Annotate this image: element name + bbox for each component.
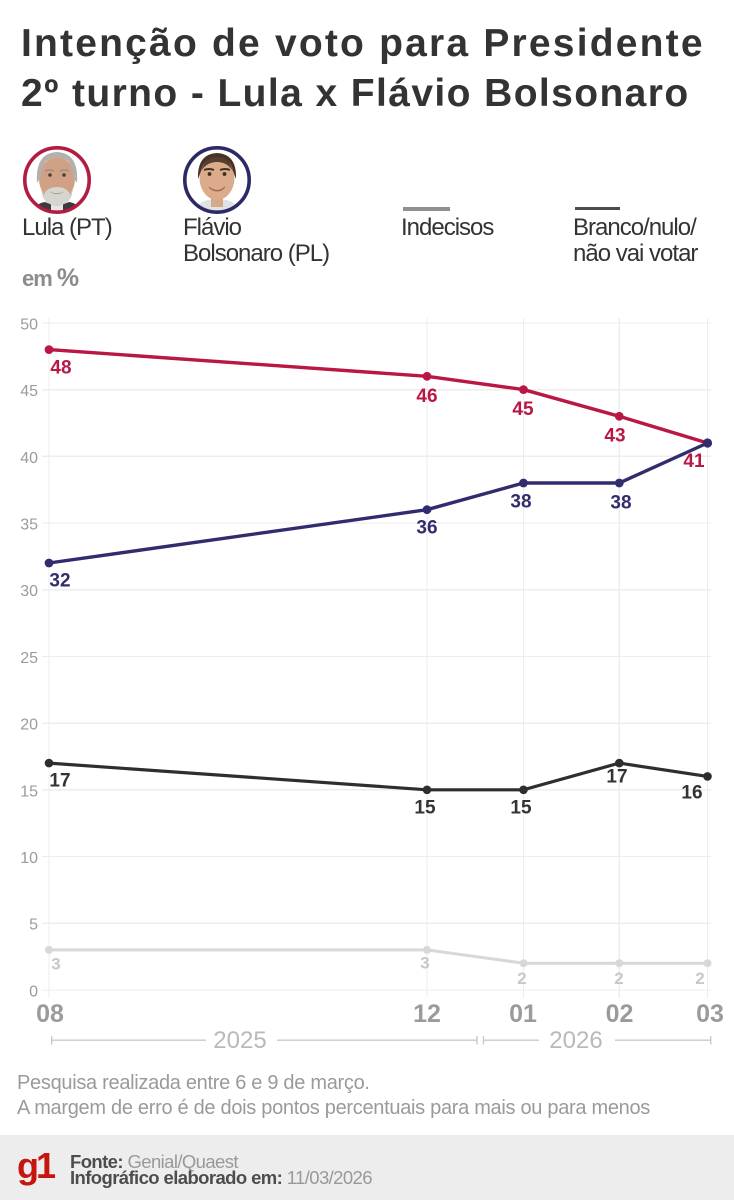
svg-text:3: 3	[420, 954, 429, 973]
svg-text:5: 5	[29, 917, 38, 934]
svg-text:2: 2	[614, 969, 623, 988]
svg-text:50: 50	[20, 316, 38, 333]
svg-text:30: 30	[20, 583, 38, 600]
svg-text:25: 25	[20, 650, 38, 667]
svg-text:40: 40	[20, 450, 38, 467]
svg-text:17: 17	[49, 771, 70, 792]
svg-text:12: 12	[413, 1000, 441, 1028]
svg-text:15: 15	[414, 798, 436, 819]
svg-text:15: 15	[510, 798, 532, 819]
svg-text:01: 01	[509, 1000, 537, 1028]
svg-text:48: 48	[50, 358, 71, 379]
svg-text:38: 38	[610, 493, 631, 514]
svg-text:32: 32	[49, 571, 70, 592]
svg-text:38: 38	[510, 492, 531, 513]
svg-text:08: 08	[36, 1000, 64, 1028]
svg-text:3: 3	[51, 955, 60, 974]
svg-text:20: 20	[20, 717, 38, 734]
svg-text:0: 0	[29, 983, 38, 1000]
svg-text:2: 2	[695, 969, 704, 988]
svg-text:46: 46	[416, 386, 437, 407]
svg-text:36: 36	[416, 518, 437, 539]
svg-text:2026: 2026	[549, 1027, 602, 1054]
svg-text:2025: 2025	[213, 1027, 266, 1054]
svg-text:41: 41	[683, 451, 705, 472]
svg-text:2: 2	[517, 969, 526, 988]
svg-text:17: 17	[606, 767, 627, 788]
svg-text:16: 16	[681, 783, 702, 804]
svg-text:03: 03	[696, 1000, 724, 1028]
svg-text:02: 02	[606, 1000, 634, 1028]
svg-text:15: 15	[20, 783, 38, 800]
svg-text:10: 10	[20, 850, 38, 867]
svg-text:45: 45	[512, 399, 534, 420]
svg-text:43: 43	[604, 426, 625, 447]
svg-text:45: 45	[20, 383, 38, 400]
svg-text:35: 35	[20, 517, 38, 534]
